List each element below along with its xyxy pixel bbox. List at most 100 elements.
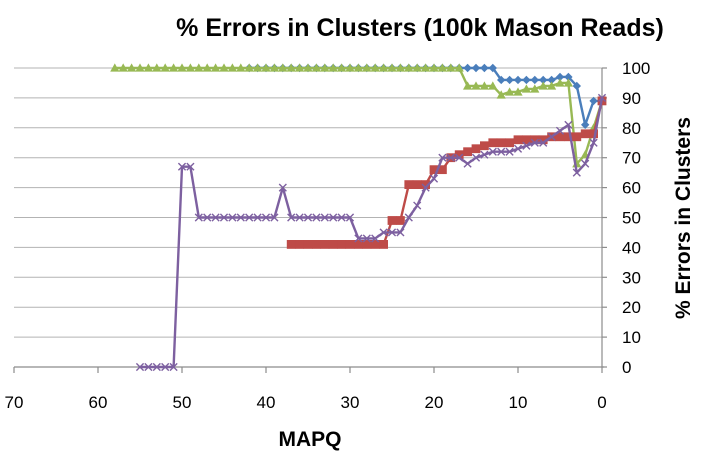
series-3-point-30: [538, 135, 548, 145]
series-4-point-48-stroke-b: [539, 138, 548, 147]
series-4-point-26: [354, 234, 363, 243]
series-4-point-20: [303, 213, 313, 222]
series-2-point-37: [421, 63, 431, 72]
series-4-point-1-stroke-b: [144, 362, 153, 372]
series-1-point-32: [513, 75, 523, 85]
series-2-point-41: [454, 63, 464, 72]
series-4-point-28: [371, 234, 380, 243]
series-3-point-13: [396, 216, 405, 225]
series-4-point-34: [421, 183, 430, 192]
series-2-point-34: [395, 63, 405, 72]
series-4-point-30: [387, 228, 397, 237]
series-4-point-15-stroke-b: [261, 213, 271, 222]
series-2-point-45: [488, 81, 498, 90]
series-4-point-28-stroke-b: [371, 234, 380, 243]
series-4-point-4: [169, 362, 178, 372]
series-4-point-33-stroke-b: [413, 201, 422, 210]
series-4-point-49: [547, 132, 556, 141]
series-3-point-1: [295, 240, 304, 249]
series-4-point-35: [429, 174, 439, 183]
series-4-point-53: [581, 159, 590, 168]
series-4-point-21: [312, 213, 321, 222]
series-4-point-15: [261, 213, 271, 222]
series-2-point-15: [236, 63, 246, 72]
series-2-point-3: [135, 63, 145, 72]
series-4-point-51-stroke-b: [564, 120, 573, 129]
series-4-point-42: [488, 147, 497, 156]
series-2-point-54: [563, 78, 573, 87]
x-tick-label-20: 20: [425, 393, 444, 412]
series-4-point-2: [152, 362, 161, 372]
series-4-point-23: [329, 213, 338, 222]
series-4-point-3: [161, 362, 170, 372]
x-tick-label-60: 60: [89, 393, 108, 412]
gridlines: [14, 67, 602, 338]
series-4-point-18: [287, 213, 296, 222]
series-3-point-11: [379, 240, 388, 249]
series-4-point-19-stroke-b: [295, 213, 304, 222]
y-tick-label-10: 10: [622, 328, 641, 347]
series-4-point-31-stroke-b: [396, 228, 405, 237]
series-4-point-17-stroke-b: [278, 183, 287, 192]
series-2-point-25: [320, 63, 330, 72]
series-4-point-36: [438, 153, 447, 162]
series-3-point-4: [320, 240, 330, 249]
series-4-point-19: [295, 213, 304, 222]
series-2-point-2: [127, 63, 137, 72]
series-2-point-12: [211, 63, 221, 72]
series-4-point-53-stroke-b: [581, 159, 590, 168]
series-2-point-22: [295, 63, 305, 72]
y-tick-label-70: 70: [622, 149, 641, 168]
y-tick-label-0: 0: [622, 358, 631, 377]
series-3-point-33: [564, 132, 573, 142]
series-4-point-8: [203, 213, 212, 222]
series-2-point-36: [412, 63, 422, 72]
series-3-point-29: [530, 135, 540, 145]
series-2: [110, 63, 607, 168]
series-1-point-38: [564, 72, 573, 82]
series-4-point-40-stroke-b: [471, 153, 481, 162]
series-2-point-10: [194, 63, 204, 72]
series-4-point-55: [597, 93, 607, 102]
series-3-point-24: [488, 138, 498, 148]
series-4-point-38: [455, 153, 464, 162]
series-2-point-17: [253, 63, 263, 72]
series-1-line: [249, 66, 602, 127]
series-2-point-52: [547, 81, 557, 90]
series-4-point-43: [497, 147, 506, 156]
series-4-point-5: [177, 162, 187, 171]
series-4-point-7-stroke-b: [194, 213, 203, 222]
series-2-point-9: [185, 63, 195, 72]
series-3-point-5: [328, 240, 338, 249]
series-1-point-37: [555, 72, 565, 82]
series-4-point-5-stroke-b: [177, 162, 187, 171]
series-3-point-26: [505, 138, 514, 148]
series-2-point-32: [379, 63, 389, 72]
series-4-point-40: [471, 153, 481, 162]
series-4-point-50: [555, 126, 565, 135]
series-4-point-16-stroke-b: [270, 213, 279, 222]
series-4-point-54-stroke-b: [589, 138, 598, 147]
series-2-point-6: [160, 63, 170, 72]
series-1: [245, 63, 607, 130]
series-3-point-27: [513, 135, 523, 145]
series-1-point-33: [522, 75, 531, 85]
series-4-point-50-stroke-b: [555, 126, 565, 135]
series-2-point-18: [261, 63, 271, 72]
series-2-point-29: [353, 63, 363, 72]
series-2-point-0: [110, 63, 120, 72]
series-2-point-46: [496, 90, 506, 99]
y-tick-label-60: 60: [622, 179, 641, 198]
series-4-point-2-stroke-b: [152, 362, 161, 372]
y-tick-label-100: 100: [622, 59, 650, 78]
y-tick-label-30: 30: [622, 268, 641, 287]
series-4-point-45: [513, 144, 523, 153]
series-1-point-30: [497, 75, 506, 85]
series-2-point-14: [227, 63, 237, 72]
series-4-point-29: [379, 228, 388, 237]
series-4-point-44-stroke-b: [505, 147, 514, 156]
series-4-point-55-stroke-b: [597, 93, 607, 102]
series-4-point-24: [337, 213, 346, 222]
series-3-point-14: [404, 180, 414, 190]
series-4-point-27-stroke-b: [362, 234, 371, 243]
